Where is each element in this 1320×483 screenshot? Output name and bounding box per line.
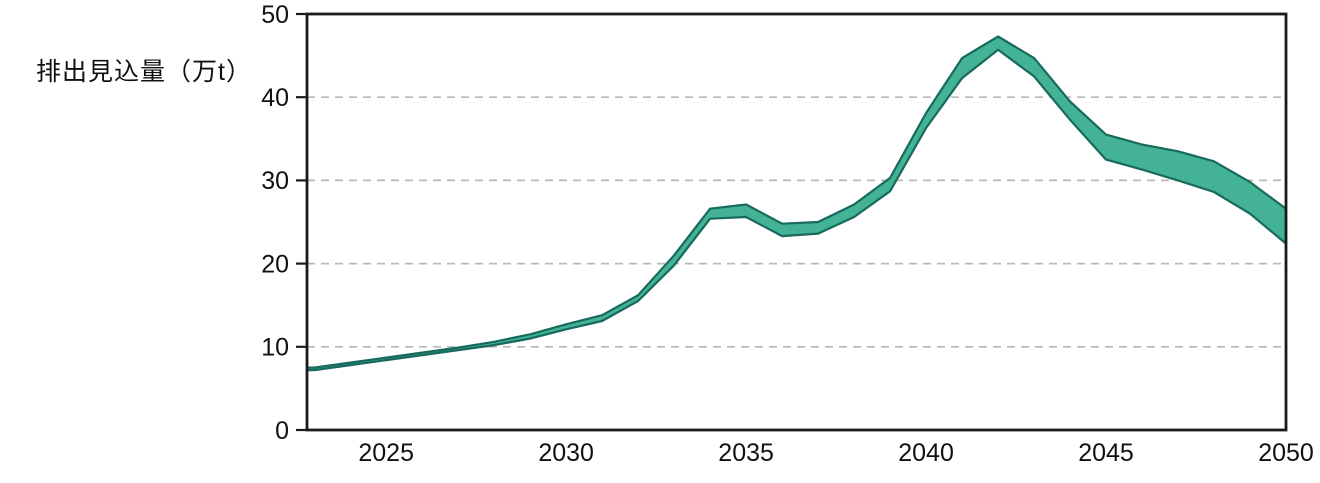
x-tick-label-2050: 2050	[1258, 439, 1314, 467]
x-tick-label-2025: 2025	[358, 439, 414, 467]
y-tick-label-50: 50	[261, 1, 289, 29]
y-tick-label-40: 40	[261, 84, 289, 112]
forecast-range-band	[307, 36, 1286, 371]
y-tick-label-20: 20	[261, 250, 289, 278]
y-tick-label-0: 0	[275, 417, 289, 445]
upper-bound-line	[307, 35, 1287, 369]
y-tick-label-10: 10	[261, 334, 289, 362]
y-tick-label-30: 30	[261, 167, 289, 195]
x-tick-label-2045: 2045	[1078, 439, 1134, 467]
x-tick-label-2040: 2040	[898, 439, 954, 467]
lower-bound-line	[307, 48, 1287, 372]
x-tick-label-2030: 2030	[538, 439, 594, 467]
y-axis-title: 排出見込量（万t）	[36, 58, 252, 86]
x-tick-label-2035: 2035	[718, 439, 774, 467]
plot-border	[305, 12, 1288, 432]
